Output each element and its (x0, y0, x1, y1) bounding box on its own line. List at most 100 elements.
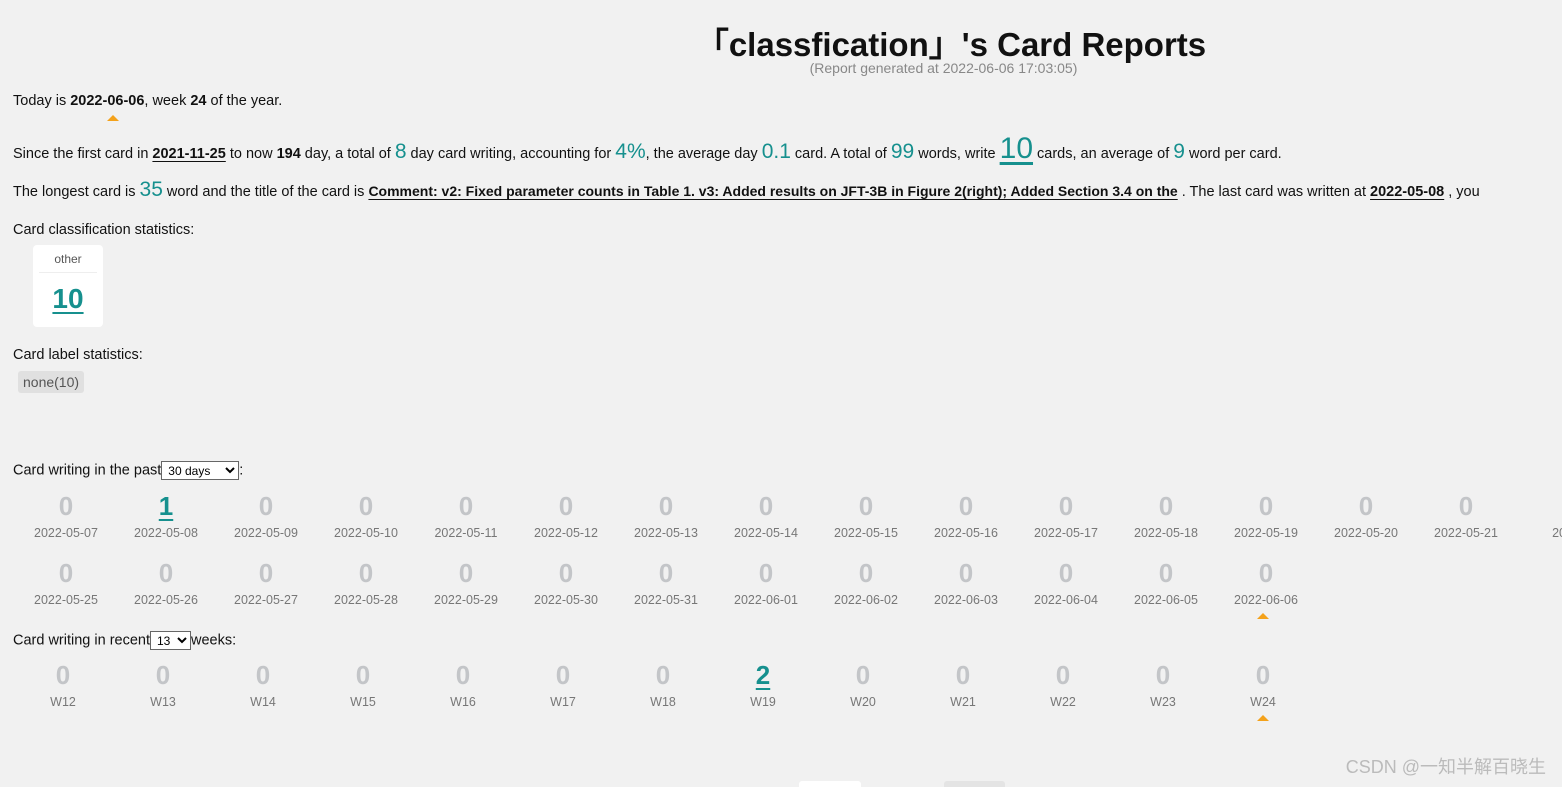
day-cell-label: 2022-05-27 (234, 593, 298, 607)
day-cell-label: 2022-06-04 (1034, 593, 1098, 607)
week-cell-label: W14 (250, 695, 276, 709)
day-cell: 0 2022-05-26 (116, 558, 216, 607)
first-card-date-link[interactable]: 2021-11-25 (152, 146, 226, 162)
day-cell-count: 0 (1058, 491, 1074, 521)
avg-words-per-card: 9 (1173, 140, 1185, 163)
day-cell: 0 2022-05-19 (1216, 491, 1316, 540)
longest-card-line: The longest card is 35 word and the titl… (13, 178, 1480, 201)
day-cell: 0 2022-05-15 (816, 491, 916, 540)
day-cell-count: 0 (58, 491, 74, 521)
day-cell-label: 2022-06-06 (1234, 593, 1298, 607)
today-date: 2022-06-06 (70, 93, 145, 109)
days-count: 194 (276, 146, 301, 162)
last-card-date-link[interactable]: 2022-05-08 (1370, 184, 1445, 200)
week-cell: 0 W23 (1113, 660, 1213, 709)
day-cell-label: 2022-05-31 (634, 593, 698, 607)
category-count-link[interactable]: 10 (52, 283, 84, 314)
day-cell-count: 0 (1358, 491, 1374, 521)
week-cell-label: W18 (650, 695, 676, 709)
day-cell: 0 2022-05-09 (216, 491, 316, 540)
day-cell-count: 0 (558, 558, 574, 588)
week-cell-count: 0 (355, 660, 371, 690)
day-cell-label: 2022-05-30 (534, 593, 598, 607)
week-cell: 2 W19 (713, 660, 813, 709)
week-cell: 0 W16 (413, 660, 513, 709)
week-cell: 0 W12 (13, 660, 113, 709)
today-day-marker-icon (1257, 613, 1269, 619)
day-cell-label: 2022-05-18 (1134, 526, 1198, 540)
day-cell-count: 0 (1258, 491, 1274, 521)
day-cell-count: 0 (658, 558, 674, 588)
day-cell-label: 2022-05-17 (1034, 526, 1098, 540)
week-cell-count: 0 (155, 660, 171, 690)
day-cell: 0 2022-06-05 (1116, 558, 1216, 607)
day-cell-label: 2022-05-07 (34, 526, 98, 540)
day-cell: 0 2022-05-21 (1416, 491, 1516, 540)
day-cell-label: 2022-05-29 (434, 593, 498, 607)
day-cell: 0 2022-06-03 (916, 558, 1016, 607)
week-cell-count: 0 (855, 660, 871, 690)
day-cell-count: 0 (958, 491, 974, 521)
total-cards-link[interactable]: 10 (999, 132, 1034, 165)
day-cell-count: 0 (1158, 491, 1174, 521)
today-marker-icon (107, 115, 119, 121)
week-cell-count: 0 (255, 660, 271, 690)
today-line: Today is 2022-06-06, week 24 of the year… (13, 93, 283, 109)
week-number: 24 (190, 93, 207, 109)
day-cell-label: 2022-05-21 (1434, 526, 1498, 540)
day-cell-label: 2022-05-14 (734, 526, 798, 540)
week-cell-count: 0 (655, 660, 671, 690)
day-cell: 0 2022-05-16 (916, 491, 1016, 540)
summary-line: Since the first card in 2021-11-25 to no… (13, 132, 1282, 165)
day-cell-label: 2022-06-02 (834, 593, 898, 607)
week-cell: 0 W14 (213, 660, 313, 709)
day-cell: 0 2022-05-25 (16, 558, 116, 607)
day-cell-label: 2022-05-09 (234, 526, 298, 540)
week-cell-count: 0 (55, 660, 71, 690)
week-cell-label: W15 (350, 695, 376, 709)
day-cell-count: 0 (758, 558, 774, 588)
week-cell: 0 W17 (513, 660, 613, 709)
weeks-range-select[interactable]: 13 (150, 631, 191, 650)
week-cell-label: W24 (1250, 695, 1276, 709)
writing-percent: 4% (615, 140, 646, 163)
day-cell-count: 0 (58, 558, 74, 588)
day-cell-count (1516, 491, 1562, 521)
day-cell: 0 2022-05-14 (716, 491, 816, 540)
day-cell: 0 2022-05-12 (516, 491, 616, 540)
day-cell-count[interactable]: 1 (158, 491, 174, 521)
day-cell: 0 2022-06-04 (1016, 558, 1116, 607)
week-cell-label: W16 (450, 695, 476, 709)
category-card-other[interactable]: other 10 (33, 245, 103, 327)
week-cell-label: W23 (1150, 695, 1176, 709)
longest-card-title-link[interactable]: Comment: v2: Fixed parameter counts in T… (368, 183, 1178, 199)
day-cell-count: 0 (458, 558, 474, 588)
day-cell-count: 0 (358, 558, 374, 588)
day-cell-count: 0 (1058, 558, 1074, 588)
week-cell-label: W12 (50, 695, 76, 709)
day-cell: 0 2022-06-01 (716, 558, 816, 607)
day-cell-count: 0 (158, 558, 174, 588)
day-cell: 2022 (1516, 491, 1562, 540)
day-cell-label: 2022-05-16 (934, 526, 998, 540)
day-cell-count: 0 (1258, 558, 1274, 588)
week-cell-count: 0 (455, 660, 471, 690)
week-cell-count[interactable]: 2 (755, 660, 771, 690)
bottom-tab[interactable] (944, 781, 1005, 787)
day-cell-label: 2022-05-10 (334, 526, 398, 540)
category-name: other (39, 245, 97, 273)
day-cell-label: 2022-05-08 (134, 526, 198, 540)
report-title: 「classfication」's Card Reports (695, 26, 1207, 63)
bottom-tab-active[interactable] (799, 781, 861, 787)
week-cell-count: 0 (1155, 660, 1171, 690)
week-cell-count: 0 (1255, 660, 1271, 690)
day-cell: 0 2022-05-30 (516, 558, 616, 607)
day-cell: 0 2022-05-29 (416, 558, 516, 607)
day-cell-label: 2022-05-28 (334, 593, 398, 607)
week-cell: 0 W21 (913, 660, 1013, 709)
label-tag-none[interactable]: none(10) (18, 371, 85, 393)
days-range-select[interactable]: 30 days (161, 461, 240, 480)
current-week-marker-icon (1257, 715, 1269, 721)
day-cell: 0 2022-06-02 (816, 558, 916, 607)
week-cell: 0 W15 (313, 660, 413, 709)
